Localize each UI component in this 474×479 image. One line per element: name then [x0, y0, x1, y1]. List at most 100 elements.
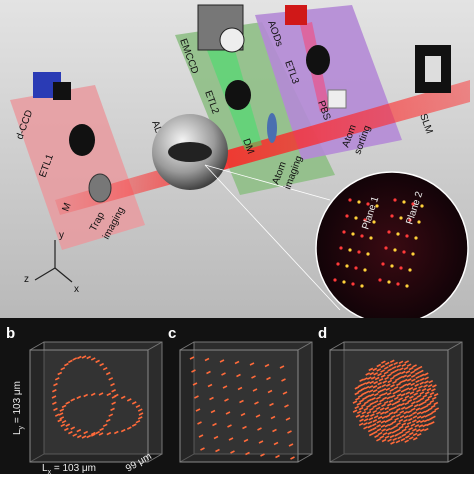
atom	[355, 397, 360, 401]
atom	[427, 395, 433, 399]
atom	[126, 398, 132, 402]
atom	[398, 360, 404, 365]
atom	[192, 382, 198, 386]
atom	[379, 407, 385, 411]
atom	[53, 382, 58, 387]
atom	[386, 392, 392, 396]
atom	[415, 379, 420, 384]
dichroic-mirror	[267, 113, 277, 143]
atom	[90, 357, 96, 361]
atom	[396, 403, 402, 408]
atom	[352, 409, 358, 413]
atom	[86, 355, 92, 360]
atom	[376, 438, 381, 442]
atom	[81, 435, 87, 439]
atom	[372, 385, 378, 389]
atom	[358, 422, 364, 427]
atom	[383, 400, 389, 405]
laser-beam	[55, 80, 470, 215]
atom	[410, 423, 416, 427]
atom	[424, 398, 430, 402]
atom	[431, 410, 437, 414]
atom	[354, 391, 360, 396]
atom	[401, 422, 407, 426]
atom	[213, 435, 219, 440]
atom	[68, 430, 73, 435]
atom	[374, 434, 379, 438]
atom	[404, 439, 410, 443]
atom	[234, 360, 240, 365]
inset-atom	[366, 252, 370, 256]
cube-edge	[29, 341, 45, 351]
atom	[396, 382, 401, 387]
atom	[105, 371, 111, 376]
atom	[388, 363, 394, 368]
atom	[405, 430, 410, 434]
atom	[110, 407, 115, 412]
atom	[410, 407, 416, 412]
atom	[420, 415, 426, 419]
atom	[396, 422, 401, 426]
cube-front	[329, 349, 449, 463]
atom	[416, 411, 422, 415]
atom	[389, 388, 395, 392]
atom	[209, 396, 214, 401]
atom	[382, 432, 388, 436]
atom	[359, 418, 364, 422]
atom	[57, 371, 63, 376]
atom	[414, 383, 420, 387]
atom	[388, 399, 394, 403]
dim-sub: y	[18, 425, 25, 429]
atom	[212, 422, 217, 427]
inset-atom	[387, 280, 391, 284]
atom	[372, 419, 378, 423]
atom	[428, 412, 433, 416]
atom	[412, 387, 418, 391]
atom	[368, 432, 374, 437]
atom	[381, 387, 387, 392]
atom	[358, 406, 364, 411]
atom	[72, 433, 78, 437]
atom	[420, 410, 426, 415]
atom	[354, 386, 360, 390]
atom	[106, 392, 112, 397]
atom	[404, 425, 410, 429]
atom	[102, 423, 108, 427]
atom	[400, 402, 405, 407]
atom	[52, 401, 57, 405]
atom	[390, 414, 396, 419]
atom	[382, 380, 388, 384]
inset-atom	[342, 280, 346, 284]
atom	[392, 380, 397, 385]
inset-atom	[354, 266, 358, 270]
atom	[365, 372, 371, 376]
atom	[251, 375, 256, 379]
atom	[200, 447, 205, 451]
atom	[61, 404, 67, 409]
inset-atom	[390, 214, 394, 218]
atom	[372, 430, 378, 435]
atom	[394, 368, 400, 373]
atom	[376, 385, 382, 390]
atom	[99, 362, 104, 367]
atom	[406, 421, 412, 426]
atom	[375, 406, 381, 411]
atom	[110, 382, 115, 387]
atom	[402, 398, 407, 402]
atom	[429, 399, 435, 404]
atom	[417, 365, 423, 370]
atom	[396, 389, 401, 393]
atom	[407, 399, 413, 403]
atom	[394, 377, 400, 382]
atom	[392, 437, 398, 442]
atom	[252, 388, 258, 392]
atom	[410, 370, 415, 375]
atom	[270, 415, 276, 420]
inset-atom	[399, 266, 403, 270]
atom	[189, 356, 195, 360]
atom	[381, 360, 386, 364]
atom	[357, 389, 363, 393]
etl2-lens	[225, 80, 251, 110]
atom	[195, 408, 201, 412]
atom	[59, 416, 65, 420]
